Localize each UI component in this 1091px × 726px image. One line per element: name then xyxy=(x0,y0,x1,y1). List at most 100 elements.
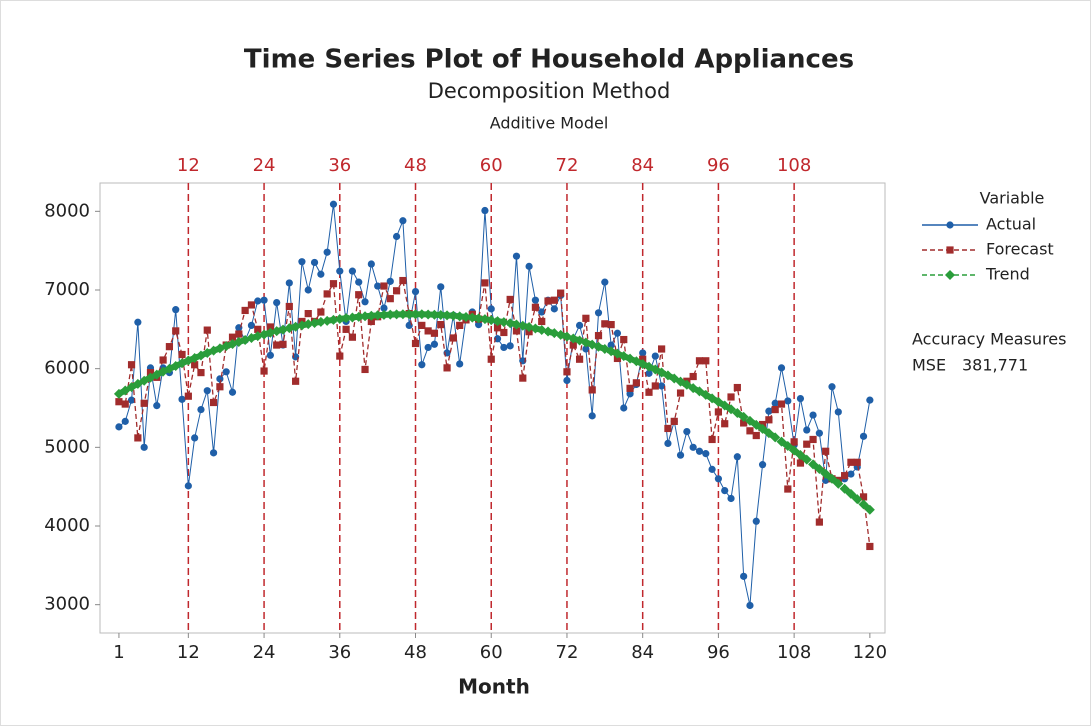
data-point xyxy=(708,435,716,444)
data-point xyxy=(372,310,383,321)
legend-label: Trend xyxy=(985,265,1030,284)
data-point xyxy=(544,297,552,305)
data-point xyxy=(506,295,514,304)
data-point xyxy=(500,343,508,352)
data-point xyxy=(448,310,459,321)
data-point xyxy=(732,408,743,419)
data-point xyxy=(153,402,161,410)
y-tick-label: 8000 xyxy=(44,200,90,221)
data-point xyxy=(429,309,440,320)
reference-label: 24 xyxy=(253,155,276,176)
data-point xyxy=(121,417,129,425)
reference-label: 96 xyxy=(707,155,730,176)
data-point xyxy=(713,396,724,407)
data-point xyxy=(386,277,394,285)
x-tick-label: 24 xyxy=(253,642,276,663)
data-point xyxy=(525,262,533,270)
data-point xyxy=(487,355,495,363)
data-point xyxy=(172,327,180,335)
data-point xyxy=(670,417,678,425)
data-point xyxy=(834,408,842,416)
data-point xyxy=(178,350,186,359)
data-point xyxy=(246,333,257,344)
data-point xyxy=(184,482,192,490)
data-point xyxy=(423,309,434,320)
chart-subtitle: Decomposition Method xyxy=(428,79,671,103)
data-point xyxy=(859,493,868,501)
data-point xyxy=(808,459,819,470)
data-point xyxy=(512,327,521,335)
data-point xyxy=(159,356,167,364)
data-point xyxy=(273,298,281,307)
data-point xyxy=(140,399,148,407)
data-point xyxy=(418,361,426,369)
data-point xyxy=(689,372,697,381)
data-point xyxy=(746,427,754,435)
data-point xyxy=(833,478,844,489)
data-point xyxy=(191,361,199,369)
data-point xyxy=(770,432,781,443)
data-point xyxy=(486,315,497,326)
data-point xyxy=(803,440,811,448)
data-point xyxy=(273,341,281,349)
data-point xyxy=(758,461,767,469)
data-point xyxy=(569,341,577,349)
data-point xyxy=(676,389,685,397)
data-point xyxy=(645,369,653,377)
data-point xyxy=(411,287,420,296)
data-point xyxy=(165,343,174,351)
data-point xyxy=(260,367,268,375)
data-point xyxy=(479,314,490,325)
data-point xyxy=(531,303,540,311)
y-tick-label: 4000 xyxy=(44,515,90,536)
data-point xyxy=(437,283,445,291)
data-point xyxy=(460,311,471,322)
data-point xyxy=(140,443,148,451)
legend-label: Actual xyxy=(986,215,1036,234)
legend-marker xyxy=(946,221,954,229)
x-axis-label: Month xyxy=(458,675,530,699)
data-point xyxy=(235,330,243,338)
model-label: Additive Model xyxy=(490,114,609,133)
data-point xyxy=(347,312,358,323)
data-point xyxy=(845,488,856,499)
data-point xyxy=(651,382,659,390)
reference-label: 72 xyxy=(556,155,579,176)
data-point xyxy=(714,475,723,483)
data-point xyxy=(815,518,823,526)
data-point xyxy=(601,278,609,286)
reference-label: 60 xyxy=(480,155,503,176)
data-point xyxy=(822,447,830,455)
data-point xyxy=(864,504,875,515)
data-point xyxy=(828,383,836,391)
data-point xyxy=(254,297,262,305)
y-tick-label: 6000 xyxy=(44,358,90,379)
data-point xyxy=(424,343,432,352)
x-tick-label: 1 xyxy=(113,642,124,663)
data-point xyxy=(726,404,737,415)
data-point xyxy=(115,398,123,406)
data-point xyxy=(740,419,748,427)
data-point xyxy=(228,333,237,341)
data-point xyxy=(777,400,786,408)
data-point xyxy=(519,374,527,382)
reference-label: 36 xyxy=(328,155,351,176)
accuracy-value: 381,771 xyxy=(962,356,1028,375)
data-point xyxy=(744,415,755,426)
data-point xyxy=(683,428,691,436)
data-point xyxy=(342,325,350,333)
data-point xyxy=(309,317,320,328)
x-tick-label: 120 xyxy=(853,642,887,663)
data-point xyxy=(809,435,817,444)
data-point xyxy=(708,465,716,473)
x-tick-label: 60 xyxy=(480,642,503,663)
data-point xyxy=(492,316,503,327)
accuracy-title: Accuracy Measures xyxy=(912,330,1066,349)
data-point xyxy=(411,339,420,348)
data-point xyxy=(341,313,352,324)
data-point xyxy=(784,397,792,405)
data-point xyxy=(620,335,628,344)
data-point xyxy=(493,324,502,332)
data-point xyxy=(820,468,831,479)
